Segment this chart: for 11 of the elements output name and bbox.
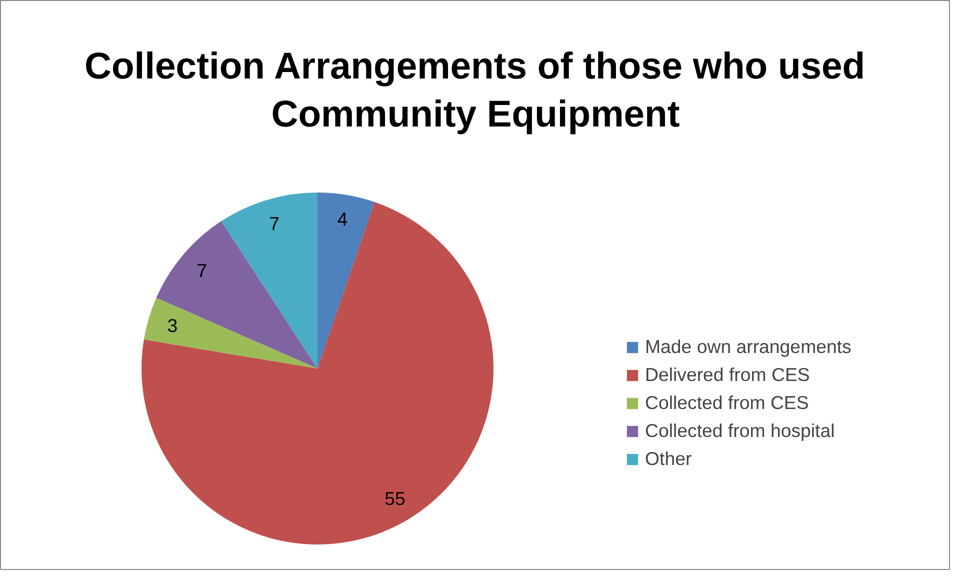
legend-label: Collected from CES	[645, 392, 809, 414]
data-label: 3	[167, 314, 178, 336]
legend-label: Delivered from CES	[645, 364, 810, 386]
legend-label: Made own arrangements	[645, 336, 852, 358]
legend-label: Collected from hospital	[645, 420, 835, 442]
data-label: 55	[384, 488, 406, 510]
data-label: 7	[196, 260, 208, 282]
data-label: 4	[337, 208, 348, 230]
chart-title: Collection Arrangements of those who used Community Equipment	[84, 44, 866, 134]
legend-label: Other	[645, 448, 692, 470]
data-label: 7	[269, 212, 280, 234]
